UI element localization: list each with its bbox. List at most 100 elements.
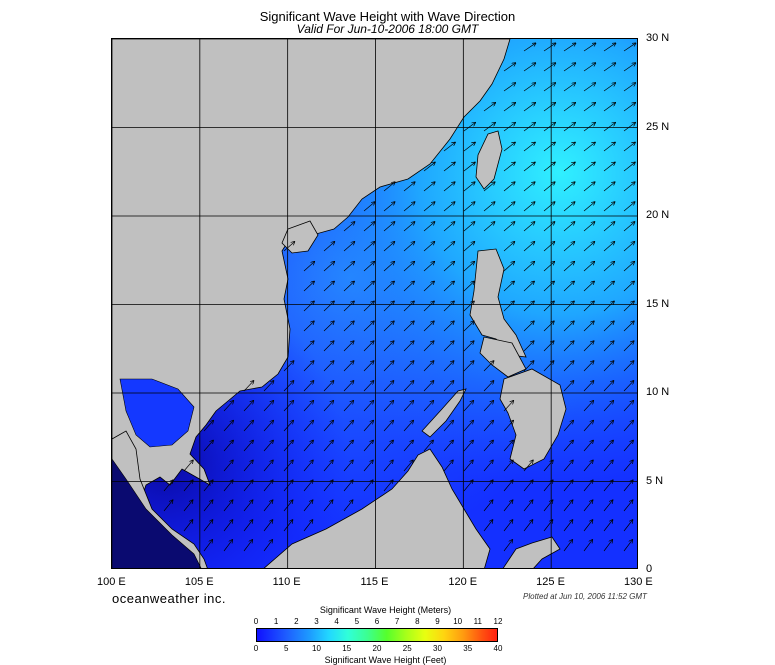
wave-arrow: [363, 361, 374, 372]
wave-arrow: [383, 381, 394, 392]
wave-arrow: [583, 421, 593, 432]
wave-arrow: [423, 321, 434, 332]
wave-arrow: [503, 540, 512, 552]
wave-arrow: [563, 460, 573, 472]
wave-arrow: [463, 123, 475, 132]
wave-arrow: [263, 520, 273, 532]
wave-arrow: [323, 381, 334, 392]
wave-arrow: [583, 83, 595, 92]
longitude-label: 105 E: [184, 576, 214, 588]
wave-arrow: [543, 301, 554, 312]
wave-arrow: [543, 341, 554, 352]
wave-map[interactable]: [111, 38, 638, 569]
wave-arrow: [243, 381, 254, 392]
wave-arrow: [483, 500, 493, 512]
wave-arrow: [543, 142, 555, 152]
wave-arrow: [463, 421, 473, 432]
wave-arrow: [343, 500, 353, 512]
wave-arrow: [343, 440, 353, 452]
wave-arrow: [563, 281, 574, 292]
wave-arrow: [383, 262, 394, 272]
wave-arrow: [403, 182, 415, 192]
wave-arrow: [263, 381, 274, 392]
wave-arrow: [443, 281, 454, 292]
wave-arrow: [543, 222, 555, 232]
wave-arrow: [583, 123, 595, 132]
wave-arrow: [623, 321, 634, 332]
wave-arrow: [583, 242, 595, 252]
wave-arrow: [523, 500, 533, 512]
wave-arrow: [303, 281, 314, 292]
wave-arrow: [563, 202, 575, 212]
wave-arrow: [363, 480, 373, 492]
wave-arrow: [263, 540, 272, 552]
wave-arrow: [403, 460, 413, 472]
wave-arrow: [403, 421, 413, 432]
wave-arrow: [603, 500, 613, 512]
wave-arrow: [483, 421, 493, 432]
wave-arrow: [323, 460, 333, 472]
wave-arrow: [543, 242, 555, 252]
wave-arrow: [543, 500, 553, 512]
wave-arrow: [583, 440, 593, 452]
wave-arrow: [463, 262, 474, 272]
wave-arrow: [303, 440, 313, 452]
wave-arrow: [623, 242, 635, 252]
wave-arrow: [523, 142, 535, 152]
wave-arrow: [363, 440, 373, 452]
wave-arrow: [583, 202, 595, 212]
wave-arrow: [383, 242, 395, 252]
wave-arrow: [263, 460, 273, 472]
wave-arrow: [203, 520, 213, 532]
wave-arrow: [403, 401, 413, 412]
wave-arrow: [483, 123, 495, 132]
wave-arrow: [603, 421, 613, 432]
wave-arrow: [383, 281, 394, 292]
wave-arrow: [623, 281, 634, 292]
wave-arrow: [603, 540, 612, 552]
wave-arrow: [303, 520, 313, 532]
wave-arrow: [283, 500, 293, 512]
wave-arrow: [583, 480, 593, 492]
wave-arrow: [523, 43, 536, 52]
wave-arrow: [583, 262, 594, 272]
map-subtitle: Valid For Jun-10-2006 18:00 GMT: [296, 22, 479, 36]
latitude-label: 25 N: [646, 120, 670, 133]
wave-arrow: [623, 301, 634, 312]
wave-arrow: [243, 520, 253, 532]
wave-arrow: [523, 361, 534, 372]
latitude-label: 15 N: [646, 297, 670, 310]
wave-arrow: [323, 440, 333, 452]
wave-arrow: [343, 460, 353, 472]
wave-arrow: [603, 103, 615, 112]
wave-arrow: [583, 460, 593, 472]
wave-arrow: [603, 381, 614, 392]
longitude-label: 115 E: [360, 576, 389, 588]
wave-arrow: [623, 500, 633, 512]
wave-arrow: [343, 222, 355, 232]
wave-arrow: [543, 123, 555, 132]
wave-arrow: [423, 182, 435, 192]
wave-arrow: [603, 202, 615, 212]
wave-arrow: [383, 301, 394, 312]
wave-arrow: [543, 43, 556, 52]
wave-arrow: [623, 440, 633, 452]
wave-arrow: [243, 440, 253, 452]
colorbar-meters-tick: 7: [394, 617, 400, 626]
land-visayas: [479, 336, 527, 378]
wave-arrow: [363, 222, 375, 232]
wave-arrow: [343, 341, 354, 352]
wave-arrow: [603, 520, 613, 532]
colorbar-feet-tick: 15: [342, 644, 352, 653]
wave-arrow: [563, 242, 575, 252]
wave-arrow: [623, 43, 636, 52]
wave-map-svg: [112, 39, 637, 568]
wave-arrow: [623, 480, 633, 492]
land-borneo: [263, 448, 491, 568]
land-sumatra: [112, 458, 202, 568]
wave-arrow: [223, 480, 233, 492]
wave-arrow: [623, 361, 634, 372]
longitude-label: 125 E: [536, 576, 565, 588]
wave-arrow: [543, 63, 556, 72]
colorbar-feet-tick: 20: [372, 644, 382, 653]
